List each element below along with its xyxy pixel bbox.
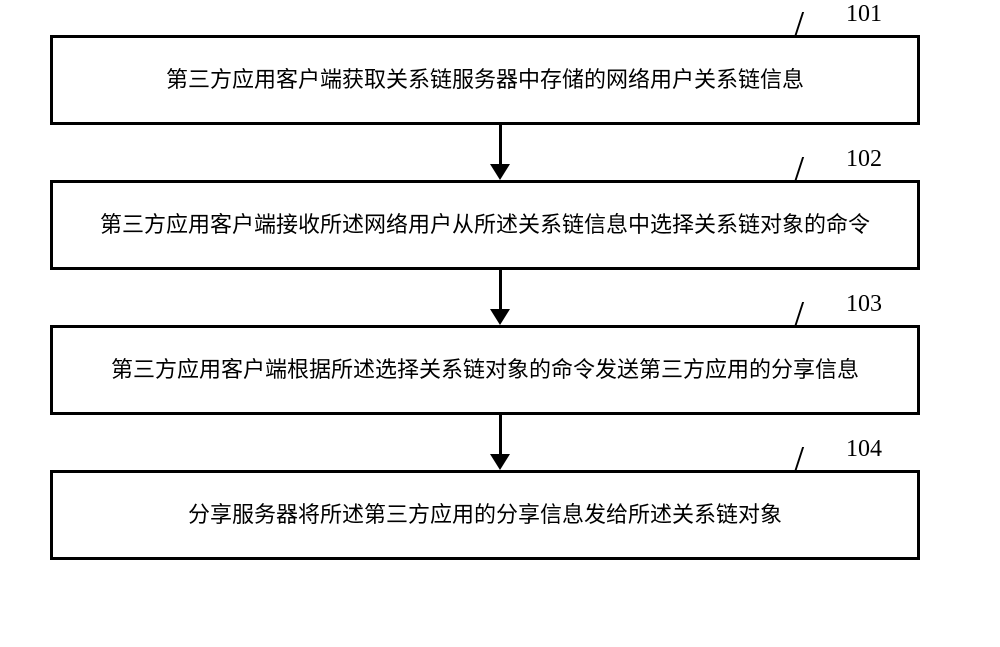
step-text: 第三方应用客户端获取关系链服务器中存储的网络用户关系链信息 [166,65,804,96]
step-box-103: 第三方应用客户端根据所述选择关系链对象的命令发送第三方应用的分享信息 [50,325,920,415]
arrow-shaft [499,125,502,167]
step-101: 101 第三方应用客户端获取关系链服务器中存储的网络用户关系链信息 [50,35,950,125]
step-104: 104 分享服务器将所述第三方应用的分享信息发给所述关系链对象 [50,470,950,560]
label-connector [794,12,830,37]
arrow-head-icon [490,454,510,470]
step-box-101: 第三方应用客户端获取关系链服务器中存储的网络用户关系链信息 [50,35,920,125]
step-label-104: 104 [846,436,882,463]
flowchart-container: 101 第三方应用客户端获取关系链服务器中存储的网络用户关系链信息 102 第三… [50,35,950,560]
arrow-head-icon [490,309,510,325]
step-102: 102 第三方应用客户端接收所述网络用户从所述关系链信息中选择关系链对象的命令 [50,180,950,270]
arrow-head-icon [490,164,510,180]
arrow-shaft [499,270,502,312]
step-box-104: 分享服务器将所述第三方应用的分享信息发给所述关系链对象 [50,470,920,560]
step-box-102: 第三方应用客户端接收所述网络用户从所述关系链信息中选择关系链对象的命令 [50,180,920,270]
step-text: 分享服务器将所述第三方应用的分享信息发给所述关系链对象 [188,500,782,531]
step-103: 103 第三方应用客户端根据所述选择关系链对象的命令发送第三方应用的分享信息 [50,325,950,415]
step-label-103: 103 [846,291,882,318]
step-text: 第三方应用客户端接收所述网络用户从所述关系链信息中选择关系链对象的命令 [100,210,870,241]
step-text: 第三方应用客户端根据所述选择关系链对象的命令发送第三方应用的分享信息 [111,355,859,386]
step-label-102: 102 [846,146,882,173]
arrow-shaft [499,415,502,457]
step-label-101: 101 [846,1,882,28]
